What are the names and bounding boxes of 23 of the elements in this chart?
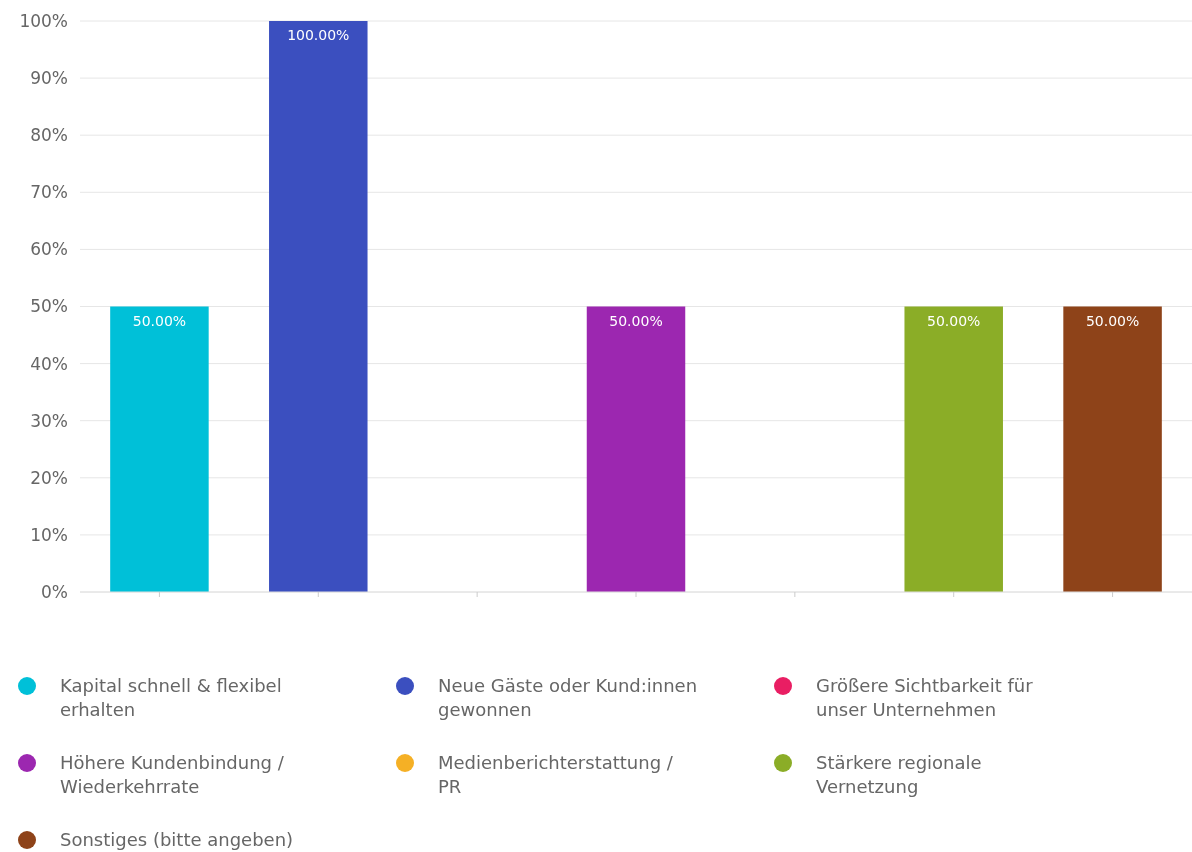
y-tick-label: 70% — [30, 182, 68, 203]
y-tick-label: 40% — [30, 353, 68, 374]
y-tick-label: 80% — [30, 125, 68, 146]
data-label: 50.00% — [132, 312, 187, 329]
y-tick-label: 60% — [30, 239, 68, 260]
legend-label: Neue Gäste oder Kund:innen gewonnen — [438, 675, 698, 721]
y-tick-label: 20% — [30, 467, 68, 488]
legend-label: Kapital schnell & flexibel erhalten — [60, 675, 282, 721]
legend-label: Stärkere regionale Vernetzung — [816, 752, 982, 798]
data-label: 50.00% — [927, 312, 981, 329]
data-label: 50.00% — [1085, 312, 1140, 329]
y-tick-label: 50% — [30, 296, 68, 317]
data-label: 50.00% — [609, 312, 663, 329]
y-tick-label: 30% — [30, 410, 68, 431]
legend-label: Medienberichterstattung / PR — [438, 752, 674, 798]
y-tick-label: 100% — [19, 10, 68, 31]
y-tick-label: 90% — [30, 68, 68, 89]
legend-label: Höhere Kundenbindung / Wiederkehrrate — [60, 752, 285, 798]
legend-label: Größere Sichtbarkeit für unser Unternehmen — [816, 675, 1034, 721]
data-label: 100.00% — [287, 27, 350, 43]
legend-label: Sonstiges (bitte angeben) — [60, 829, 294, 851]
y-tick-label: 0% — [41, 581, 68, 602]
y-tick-label: 10% — [30, 524, 68, 545]
